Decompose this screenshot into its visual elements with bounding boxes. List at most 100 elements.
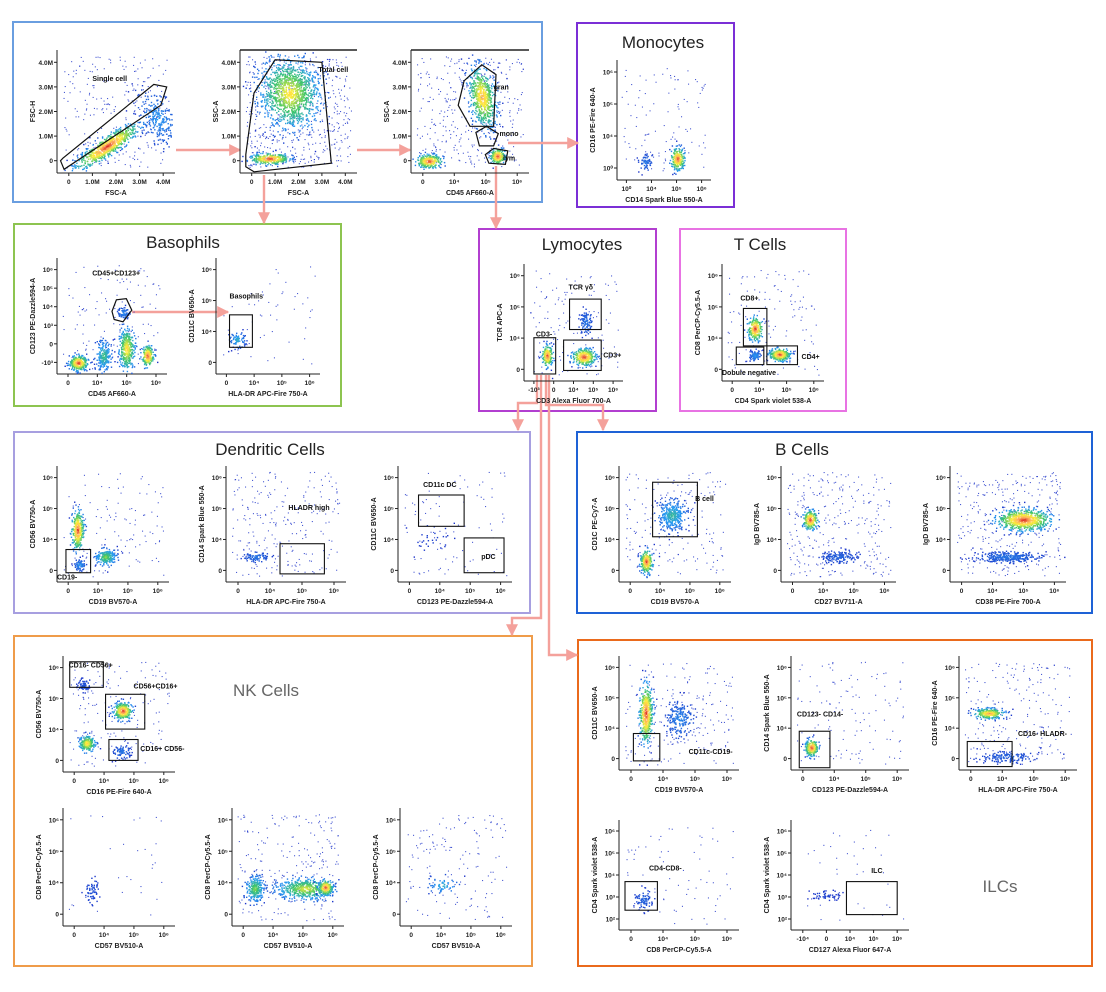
event-dot <box>110 62 112 64</box>
event-dot <box>475 82 477 84</box>
event-dot <box>278 100 281 102</box>
event-dot <box>673 161 675 164</box>
event-dot <box>295 94 297 96</box>
event-dot <box>104 103 106 105</box>
event-dot <box>144 108 146 110</box>
event-dot <box>296 114 298 117</box>
event-dot <box>84 69 86 71</box>
event-dot <box>482 84 484 87</box>
event-dot <box>282 134 284 136</box>
event-dot <box>673 172 676 174</box>
event-dot <box>483 124 485 127</box>
event-dot <box>663 125 665 127</box>
event-dot <box>487 132 489 134</box>
event-dot <box>481 112 483 115</box>
event-dot <box>487 99 489 102</box>
event-dot <box>483 67 485 70</box>
event-dot <box>254 146 256 148</box>
event-dot <box>496 159 498 161</box>
event-dot <box>111 149 113 151</box>
event-dot <box>501 153 503 155</box>
event-dot <box>478 82 480 84</box>
event-dot <box>305 104 307 106</box>
event-dot <box>251 76 254 78</box>
event-dot <box>317 112 319 114</box>
event-dot <box>490 105 493 107</box>
event-dot <box>106 148 108 150</box>
event-dot <box>262 152 264 155</box>
event-dot <box>449 65 451 67</box>
event-dot <box>167 138 170 140</box>
event-dot <box>114 147 117 149</box>
event-dot <box>306 122 308 125</box>
event-dot <box>336 122 338 124</box>
event-dot <box>273 56 275 58</box>
event-dot <box>486 77 488 80</box>
event-dot <box>489 123 491 125</box>
event-dot <box>674 75 676 77</box>
event-dot <box>440 166 442 169</box>
event-dot <box>501 166 503 168</box>
event-dot <box>428 153 430 156</box>
event-dot <box>280 154 282 156</box>
event-dot <box>266 94 269 96</box>
event-dot <box>281 161 283 163</box>
event-dot <box>285 106 287 109</box>
event-dot <box>125 145 127 147</box>
event-dot <box>499 62 501 64</box>
event-dot <box>347 122 349 124</box>
event-dot <box>134 113 137 115</box>
event-dot <box>485 97 488 99</box>
event-dot <box>300 133 302 135</box>
event-dot <box>124 140 126 143</box>
event-dot <box>474 77 476 79</box>
event-dot <box>317 80 319 82</box>
event-dot <box>277 118 279 121</box>
event-dot <box>267 87 269 89</box>
event-dot <box>277 85 280 87</box>
event-dot <box>81 161 83 163</box>
event-dot <box>492 152 494 155</box>
event-dot <box>110 59 112 61</box>
event-dot <box>477 92 479 95</box>
event-dot <box>288 67 290 69</box>
event-dot <box>511 126 513 128</box>
event-dot <box>124 164 126 166</box>
gate-outline <box>59 83 168 171</box>
event-dot <box>345 115 347 117</box>
event-dot <box>473 163 475 165</box>
event-dot <box>275 71 277 74</box>
event-dot <box>450 60 452 62</box>
event-dot <box>309 60 311 62</box>
event-dot <box>312 108 314 111</box>
event-dot <box>94 161 96 163</box>
event-dot <box>265 160 268 163</box>
event-dot <box>110 141 112 144</box>
event-dot <box>431 87 433 89</box>
event-dot <box>292 102 294 104</box>
event-dot <box>484 86 486 88</box>
event-dot <box>314 85 316 87</box>
event-dot <box>277 92 280 95</box>
event-dot <box>137 158 139 160</box>
event-dot <box>266 98 268 100</box>
event-dot <box>426 156 428 158</box>
event-dot <box>268 61 270 63</box>
event-dot <box>485 68 487 71</box>
event-dot <box>283 108 285 110</box>
event-dot <box>486 105 488 107</box>
event-dot <box>262 160 264 162</box>
event-dot <box>281 98 283 101</box>
event-dot <box>468 106 470 108</box>
event-dot <box>520 63 522 65</box>
event-dot <box>83 159 85 161</box>
event-dot <box>307 81 309 83</box>
event-dot <box>136 100 138 102</box>
event-dot <box>99 143 101 145</box>
event-dot <box>264 116 266 118</box>
event-dot <box>114 157 116 159</box>
x-tick-label: 1.0M <box>85 179 99 186</box>
event-dot <box>145 132 148 134</box>
event-dot <box>424 166 427 168</box>
event-dot <box>478 61 480 63</box>
